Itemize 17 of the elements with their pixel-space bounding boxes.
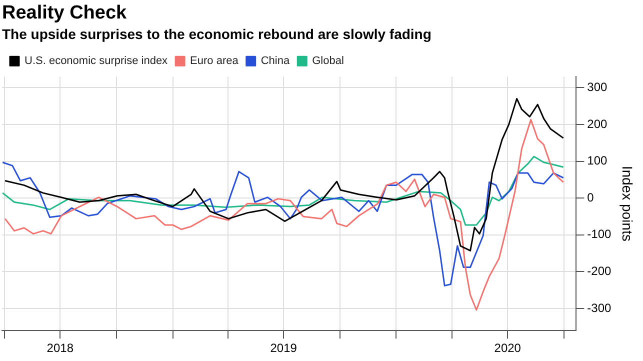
y-tick-label: 300 [587,80,608,94]
legend-label: Global [312,55,344,68]
x-tick-label: 2018 [46,341,74,356]
legend-label: China [260,55,290,68]
legend-label: U.S. economic surprise index [24,55,168,68]
chart-subtitle: The upside surprises to the economic rebound are slowly fading [2,26,432,42]
x-tick-label: 2020 [494,341,522,356]
y-tick-label: 200 [587,116,608,131]
y-tick-label: -200 [587,264,612,278]
y-tick-label: 100 [587,154,608,168]
y-tick-label: -100 [587,227,612,242]
y-axis-title: Index points [620,166,636,242]
y-tick-label: 0 [587,190,594,204]
chart-title: Reality Check [2,2,128,24]
legend-label: Euro area [190,55,240,68]
y-tick-label: -300 [587,300,612,315]
x-tick-label: 2019 [270,341,298,356]
